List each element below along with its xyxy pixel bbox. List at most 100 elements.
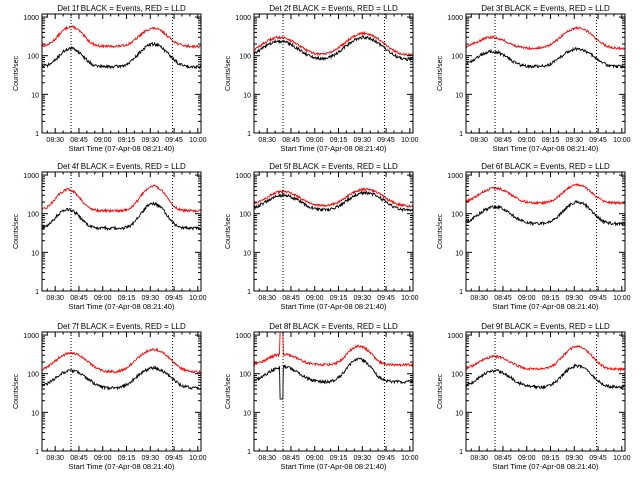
lld-series-line (466, 26, 625, 51)
x-tick-label: 08:45 (494, 455, 512, 462)
y-tick-label: 10 (243, 92, 251, 99)
lld-series-line (42, 184, 201, 214)
y-tick-label: 1000 (447, 173, 463, 180)
y-tick-label: 100 (451, 54, 463, 61)
chart-panel: Det 3f BLACK = Events, RED = LLD 1 10 100 10… (437, 4, 631, 153)
y-tick-label: 10 (243, 250, 251, 257)
x-tick-label: 09:00 (94, 295, 112, 302)
chart-panel: Det 7f BLACK = Events, RED = LLD 1 10 100 10… (13, 322, 207, 471)
x-axis-label: Start Time (07-Apr-08 08:21:40) (493, 462, 599, 471)
x-tick-label: 09:45 (589, 137, 607, 144)
y-tick-label: 1 (247, 131, 251, 138)
x-tick-label: 09:00 (518, 295, 536, 302)
x-tick-label: 09:00 (306, 455, 324, 462)
y-tick-label: 10 (243, 410, 251, 417)
x-tick-label: 09:15 (118, 137, 136, 144)
plot-frame (253, 13, 414, 134)
x-tick-label: 09:15 (330, 137, 348, 144)
x-tick-label: 10:00 (401, 455, 419, 462)
x-tick-label: 08:45 (494, 295, 512, 302)
x-tick-label: 08:30 (46, 295, 64, 302)
chart-panel: Det 9f BLACK = Events, RED = LLD 1 10 100 10… (437, 322, 631, 471)
x-tick-label: 09:30 (354, 455, 372, 462)
y-axis-label: Counts/sec (13, 213, 20, 249)
x-axis-label: Start Time (07-Apr-08 08:21:40) (493, 144, 599, 153)
x-tick-label: 09:30 (566, 295, 584, 302)
plot-frame (253, 331, 414, 452)
panel-title: Det 1f BLACK = Events, RED = LLD (57, 4, 186, 13)
y-tick-label: 10 (455, 250, 463, 257)
x-tick-label: 08:30 (470, 137, 488, 144)
panel-title: Det 3f BLACK = Events, RED = LLD (481, 4, 610, 13)
x-tick-label: 10:00 (189, 455, 207, 462)
chart-panel: Det 1f BLACK = Events, RED = LLD 1 10 100 10… (13, 4, 207, 153)
y-tick-label: 100 (451, 372, 463, 379)
y-tick-label: 1 (35, 131, 39, 138)
x-tick-label: 10:00 (613, 295, 631, 302)
chart-panel: Det 2f BLACK = Events, RED = LLD 1 10 100 10… (225, 4, 419, 153)
y-tick-label: 1 (459, 449, 463, 456)
y-tick-label: 100 (239, 212, 251, 219)
x-tick-label: 09:00 (306, 295, 324, 302)
x-tick-label: 09:45 (377, 455, 395, 462)
x-tick-label: 10:00 (613, 455, 631, 462)
events-series-line (466, 46, 625, 69)
x-axis-label: Start Time (07-Apr-08 08:21:40) (281, 462, 387, 471)
y-tick-label: 1000 (23, 173, 39, 180)
y-axis-label: Counts/sec (13, 373, 20, 409)
x-tick-label: 08:45 (70, 455, 88, 462)
panel-title: Det 5f BLACK = Events, RED = LLD (269, 162, 398, 171)
y-tick-label: 100 (239, 372, 251, 379)
y-tick-label: 10 (31, 410, 39, 417)
events-series-line (42, 201, 201, 231)
y-tick-label: 100 (451, 212, 463, 219)
x-axis-label: Start Time (07-Apr-08 08:21:40) (69, 462, 175, 471)
x-tick-label: 09:00 (94, 455, 112, 462)
panel-title: Det 8f BLACK = Events, RED = LLD (269, 322, 398, 331)
events-series-line (42, 41, 201, 70)
x-tick-label: 09:45 (165, 137, 183, 144)
y-tick-label: 1000 (235, 173, 251, 180)
plot-frame (41, 331, 202, 452)
y-tick-label: 1000 (23, 333, 39, 340)
events-series-line (254, 35, 413, 62)
x-tick-label: 09:15 (542, 137, 560, 144)
y-tick-label: 100 (27, 54, 39, 61)
x-tick-label: 09:45 (377, 295, 395, 302)
chart-panel: Det 6f BLACK = Events, RED = LLD 1 10 100 10… (437, 162, 631, 311)
x-tick-label: 08:45 (282, 137, 300, 144)
x-tick-label: 08:30 (258, 137, 276, 144)
x-tick-label: 09:30 (566, 137, 584, 144)
x-tick-label: 08:30 (470, 295, 488, 302)
lld-series-line (42, 25, 201, 50)
x-tick-label: 08:45 (282, 295, 300, 302)
y-tick-label: 1000 (447, 333, 463, 340)
x-tick-label: 09:30 (142, 137, 160, 144)
x-tick-label: 09:15 (542, 295, 560, 302)
y-axis-label: Counts/sec (437, 213, 444, 249)
x-tick-label: 09:00 (94, 137, 112, 144)
y-tick-label: 1 (35, 289, 39, 296)
x-tick-label: 09:45 (377, 137, 395, 144)
y-tick-label: 10 (31, 92, 39, 99)
x-tick-label: 08:30 (46, 137, 64, 144)
x-tick-label: 08:45 (494, 137, 512, 144)
chart-panel: Det 8f BLACK = Events, RED = LLD 1 10 100 10… (225, 322, 419, 471)
y-tick-label: 1000 (23, 15, 39, 22)
x-tick-label: 09:30 (354, 295, 372, 302)
x-tick-label: 09:15 (118, 455, 136, 462)
y-axis-label: Counts/sec (437, 55, 444, 91)
panel-title: Det 4f BLACK = Events, RED = LLD (57, 162, 186, 171)
y-tick-label: 1000 (235, 15, 251, 22)
x-tick-label: 08:45 (70, 137, 88, 144)
y-tick-label: 1 (247, 289, 251, 296)
lld-series-line (254, 187, 413, 209)
events-series-line (42, 365, 201, 391)
x-tick-label: 08:30 (258, 455, 276, 462)
panel-title: Det 7f BLACK = Events, RED = LLD (57, 322, 186, 331)
y-axis-label: Counts/sec (225, 55, 232, 91)
x-tick-label: 10:00 (189, 137, 207, 144)
x-tick-label: 09:15 (542, 455, 560, 462)
lld-series-line (466, 344, 625, 372)
